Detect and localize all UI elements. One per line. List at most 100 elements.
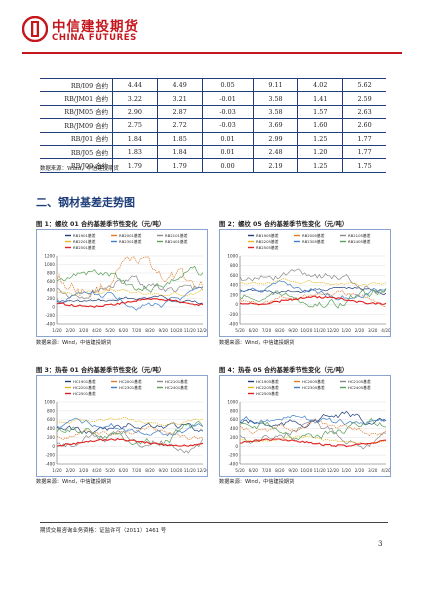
x-tick-label: 11/20 — [184, 328, 196, 333]
legend-label: RB2201基差 — [73, 239, 96, 244]
chart-4-title: 图 4：热卷 05 合约基差季节性变化（元/吨） — [219, 367, 349, 374]
citic-logo-icon — [22, 16, 48, 42]
x-tick-label: 9/20 — [288, 468, 298, 473]
table-row: RB/J01 合约 1.84 1.85 0.01 2.99 1.25 1.77 — [40, 131, 386, 146]
value-cell: 1.41 — [297, 91, 343, 106]
value-cell: 0.01 — [201, 144, 254, 160]
x-tick-label: 1/20 — [52, 328, 62, 333]
x-tick-label: 7/20 — [132, 328, 142, 333]
x-tick-label: 3/20 — [79, 328, 89, 333]
x-tick-label: 3/20 — [79, 468, 89, 473]
y-tick-label: 400 — [47, 288, 55, 293]
x-tick-label: 8/20 — [275, 328, 285, 333]
value-cell: 1.25 — [297, 158, 343, 173]
x-tick-label: 12/20 — [197, 468, 207, 473]
legend-label: HC2005基差 — [302, 379, 325, 384]
table-source-note: 数据来源：Wind，中信建投期货 — [40, 166, 119, 172]
value-cell: 1.75 — [342, 158, 386, 173]
legend-label: HC2401基差 — [165, 385, 188, 390]
x-tick-label: 11/20 — [184, 468, 196, 473]
legend-label: HC1905基差 — [256, 379, 279, 384]
value-cell: 3.69 — [252, 118, 298, 133]
legend-label: HC2205基差 — [256, 385, 279, 390]
legend-label: RB2305基差 — [302, 239, 325, 244]
x-tick-label: 5/20 — [105, 328, 115, 333]
value-cell: 1.83 — [112, 144, 158, 160]
value-cell: -0.01 — [201, 91, 254, 106]
x-tick-label: 11/20 — [314, 328, 326, 333]
brand-name-cn: 中信建投期货 — [52, 19, 139, 35]
y-tick-label: 0 — [52, 305, 55, 310]
chart-2-title: 图 2：螺纹 05 合约基差季节性变化（元/吨） — [219, 221, 349, 228]
legend-label: RB1905基差 — [256, 233, 279, 238]
ratio-table: RB/I09 合约 4.44 4.49 0.05 9.11 4.02 5.62 RB/JM01… — [40, 77, 386, 173]
value-cell: 1.77 — [342, 144, 386, 160]
y-tick-label: 1200 — [44, 254, 55, 259]
legend-label: HC2301基差 — [119, 385, 142, 390]
x-tick-label: 10/20 — [170, 468, 182, 473]
table-row: RB/J09 合约 1.79 1.79 0.00 2.19 1.25 1.75 — [40, 158, 386, 173]
legend-label: RB2101基差 — [165, 233, 188, 238]
footer-license-note: 期货交易咨询业务资格：证监许可（2011）1461 号 — [40, 528, 167, 534]
series-line — [239, 415, 387, 426]
x-tick-label: 12/20 — [197, 328, 207, 333]
contract-name-cell: RB/J01 合约 — [40, 131, 113, 146]
x-tick-label: 2/20 — [355, 328, 365, 333]
x-tick-label: 1/20 — [52, 468, 62, 473]
x-tick-label: 9/20 — [158, 328, 168, 333]
series-line — [239, 410, 387, 428]
legend-label: HC2105基差 — [348, 379, 371, 384]
y-tick-label: -200 — [45, 453, 55, 458]
x-tick-label: 6/20 — [119, 328, 129, 333]
contract-name-cell: RB/J05 合约 — [40, 144, 113, 160]
value-cell: 2.72 — [156, 118, 203, 133]
legend-label: RB2301基差 — [119, 239, 142, 244]
chart-3-source: 数据来源：Wind，中信建投期货 — [36, 479, 112, 485]
x-tick-label: 12/20 — [327, 328, 339, 333]
value-cell: 2.90 — [112, 104, 158, 120]
legend-label: HC1901基差 — [73, 379, 96, 384]
x-tick-label: 12/20 — [327, 468, 339, 473]
x-tick-label: 7/20 — [262, 468, 272, 473]
chart-2-plot: RB1905基差 RB2005基差 RB2105基差 RB2205基差 RB2305基差… — [227, 233, 390, 333]
series-line — [56, 286, 204, 311]
series-line — [239, 417, 387, 441]
y-tick-label: 0 — [235, 302, 238, 307]
x-tick-label: 4/20 — [92, 468, 102, 473]
x-tick-label: 6/20 — [119, 468, 129, 473]
value-cell: 4.44 — [112, 77, 158, 93]
legend-label: HC2505基差 — [256, 391, 279, 396]
value-cell: 1.57 — [297, 104, 343, 120]
y-tick-label: 200 — [47, 296, 55, 301]
value-cell: 1.20 — [297, 144, 343, 160]
y-tick-label: 800 — [230, 263, 238, 268]
value-cell: 1.79 — [156, 158, 203, 173]
table-row: RB/J05 合约 1.83 1.84 0.01 2.48 1.20 1.77 — [40, 144, 386, 160]
y-tick-label: 400 — [47, 426, 55, 431]
legend-label: HC2201基差 — [73, 385, 96, 390]
value-cell: 2.60 — [342, 118, 386, 133]
y-tick-label: 200 — [230, 292, 238, 297]
legend-label: HC2405基差 — [348, 385, 371, 390]
x-tick-label: 9/20 — [288, 328, 298, 333]
value-cell: 5.62 — [342, 77, 386, 93]
footer-divider — [40, 522, 388, 523]
y-tick-label: 0 — [52, 444, 55, 449]
value-cell: 0.00 — [201, 158, 254, 173]
value-cell: -0.03 — [201, 118, 254, 133]
x-tick-label: 1/20 — [341, 468, 351, 473]
y-tick-label: 400 — [230, 283, 238, 288]
value-cell: 4.02 — [297, 77, 343, 93]
contract-name-cell: RB/JM05 合约 — [40, 104, 113, 120]
y-tick-label: 200 — [230, 435, 238, 440]
x-tick-label: 5/20 — [235, 468, 245, 473]
y-tick-label: -200 — [45, 313, 55, 318]
chart-4-plot: HC1905基差 HC2005基差 HC2105基差 HC2205基差 HC2305基差… — [227, 379, 390, 473]
legend-label: RB2401基差 — [165, 239, 188, 244]
chart-2: RB1905基差 RB2005基差 RB2105基差 RB2205基差 RB2305基差… — [219, 229, 391, 337]
x-tick-label: 11/20 — [314, 468, 326, 473]
x-tick-label: 7/20 — [132, 468, 142, 473]
x-tick-label: 7/20 — [262, 328, 272, 333]
value-cell: 2.87 — [156, 104, 203, 120]
series-line — [239, 289, 387, 307]
